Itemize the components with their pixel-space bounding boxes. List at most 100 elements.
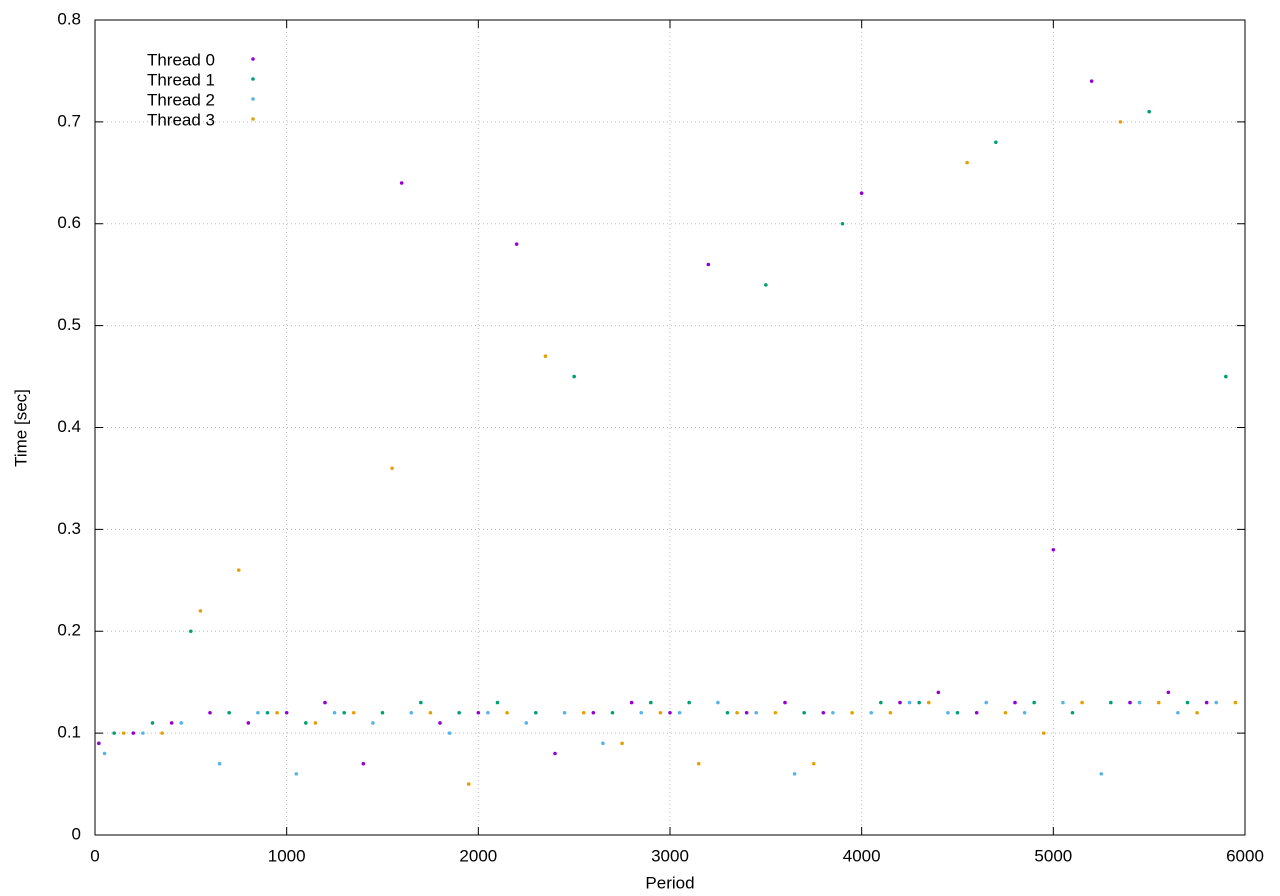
data-point (965, 160, 969, 165)
data-point (716, 700, 720, 705)
data-point (457, 710, 461, 715)
legend-label: Thread 3 (147, 110, 215, 129)
data-point (658, 710, 663, 715)
data-point (227, 710, 231, 715)
data-point (543, 354, 548, 358)
x-tick-label: 2000 (459, 846, 497, 865)
x-tick-label: 6000 (1226, 846, 1264, 865)
data-point (1147, 109, 1151, 114)
data-point (859, 191, 864, 195)
x-tick-label: 0 (90, 846, 99, 865)
x-tick-label: 1000 (268, 846, 306, 865)
data-point (208, 710, 212, 715)
data-point (955, 710, 960, 715)
data-point (428, 710, 433, 715)
y-tick-label: 0.5 (57, 315, 81, 334)
data-point (160, 731, 164, 735)
data-point (399, 181, 404, 185)
data-point (150, 721, 155, 725)
data-point (1176, 710, 1180, 715)
data-point (476, 710, 481, 715)
data-point (591, 710, 596, 715)
data-point (706, 262, 711, 267)
data-point (1041, 731, 1046, 735)
y-tick-label: 0.7 (57, 111, 81, 130)
data-point (466, 782, 471, 786)
legend-label: Thread 0 (147, 50, 215, 69)
data-point (649, 700, 653, 705)
data-point (831, 710, 835, 715)
data-point (1166, 690, 1171, 695)
data-point (1013, 700, 1017, 705)
legend-marker (251, 77, 255, 81)
data-point (888, 710, 893, 715)
data-point (1195, 710, 1199, 715)
data-point (792, 772, 797, 776)
data-point (1109, 700, 1113, 705)
data-point (811, 761, 816, 766)
data-point (783, 700, 787, 705)
data-point (773, 710, 778, 715)
data-point (687, 700, 691, 705)
y-tick-label: 0.1 (57, 723, 81, 742)
data-point (1099, 772, 1104, 776)
legend-marker (251, 97, 255, 101)
data-point (620, 741, 624, 746)
data-point (495, 700, 500, 705)
data-point (97, 741, 101, 746)
data-point (744, 710, 749, 715)
data-point (639, 710, 644, 715)
data-point (946, 710, 950, 715)
data-point (562, 710, 567, 715)
data-point (265, 710, 270, 715)
data-point (313, 721, 318, 725)
legend-marker (251, 117, 255, 121)
y-tick-label: 0.3 (57, 519, 81, 538)
data-point (677, 710, 682, 715)
data-point (189, 629, 193, 634)
data-point (419, 700, 423, 705)
plot-border (94, 19, 1246, 836)
y-tick-label: 0 (72, 824, 81, 843)
data-point (112, 731, 116, 735)
data-point (294, 772, 299, 776)
data-point (390, 466, 394, 471)
y-tick-label: 0.6 (57, 213, 81, 232)
data-point (486, 710, 490, 715)
data-point (275, 710, 279, 715)
data-point (179, 721, 184, 725)
data-point (840, 221, 845, 226)
data-point (141, 731, 145, 735)
data-point (917, 700, 921, 705)
data-point (907, 700, 912, 705)
data-point (879, 700, 883, 705)
x-tick-label: 4000 (843, 846, 881, 865)
data-point (284, 710, 289, 715)
data-point (1224, 374, 1228, 379)
data-point (802, 710, 806, 715)
data-point (581, 710, 586, 715)
data-point (524, 721, 529, 725)
data-point (332, 710, 337, 715)
legend-marker (251, 57, 255, 61)
data-point (217, 761, 222, 766)
data-point (974, 710, 979, 715)
x-tick-label: 5000 (1034, 846, 1072, 865)
data-point (1070, 710, 1075, 715)
x-tick-label: 3000 (651, 846, 689, 865)
data-point (1185, 700, 1190, 705)
data-point (169, 721, 174, 725)
data-point (102, 751, 107, 756)
data-point (629, 700, 634, 705)
data-point (1061, 700, 1065, 705)
legend-label: Thread 2 (147, 90, 215, 109)
y-tick-label: 0.4 (57, 417, 81, 436)
data-point (256, 710, 260, 715)
data-point (610, 710, 615, 715)
data-point (1137, 700, 1142, 705)
data-point (821, 710, 826, 715)
data-point (725, 710, 730, 715)
data-point (304, 721, 308, 725)
